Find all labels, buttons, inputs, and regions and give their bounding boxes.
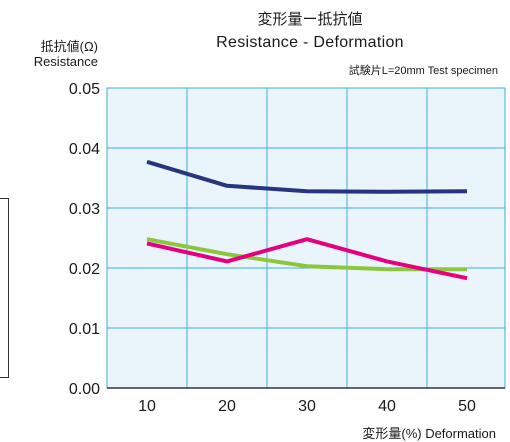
series-line-1 — [146, 159, 468, 194]
x-axis-label: 変形量(%) Deformation — [362, 426, 496, 441]
x-tick-label: 40 — [378, 398, 396, 415]
y-tick-label: 0.01 — [69, 321, 100, 338]
x-tick-label: 10 — [138, 398, 156, 415]
grid-lines — [107, 88, 505, 388]
y-tick-label: 0.04 — [69, 141, 100, 158]
y-tick-label: 0.02 — [69, 261, 100, 278]
chart-note: 試験片L=20mm Test specimen — [348, 65, 498, 77]
y-tick-label: 0.03 — [69, 201, 100, 218]
y-tick-label: 0.05 — [69, 81, 100, 98]
y-tick-labels: 0.00 0.01 0.02 0.03 0.04 0.05 — [69, 81, 100, 398]
left-frame-border — [0, 198, 9, 378]
chart-subtitle: Resistance - Deformation — [216, 34, 404, 51]
y-axis-label-jp: 抵抗値(Ω) — [40, 39, 98, 54]
x-tick-label: 50 — [458, 398, 476, 415]
x-tick-label: 30 — [298, 398, 316, 415]
series-line-2 — [146, 237, 467, 272]
series-lines — [146, 159, 468, 281]
chart-title: 変形量ー抵抗値 — [257, 11, 363, 28]
y-axis-label-en: Resistance — [33, 54, 98, 69]
y-tick-label: 0.00 — [69, 381, 100, 398]
x-tick-label: 20 — [218, 398, 236, 415]
series-line-3 — [146, 237, 468, 281]
x-tick-labels: 10 20 30 40 50 — [138, 398, 476, 415]
